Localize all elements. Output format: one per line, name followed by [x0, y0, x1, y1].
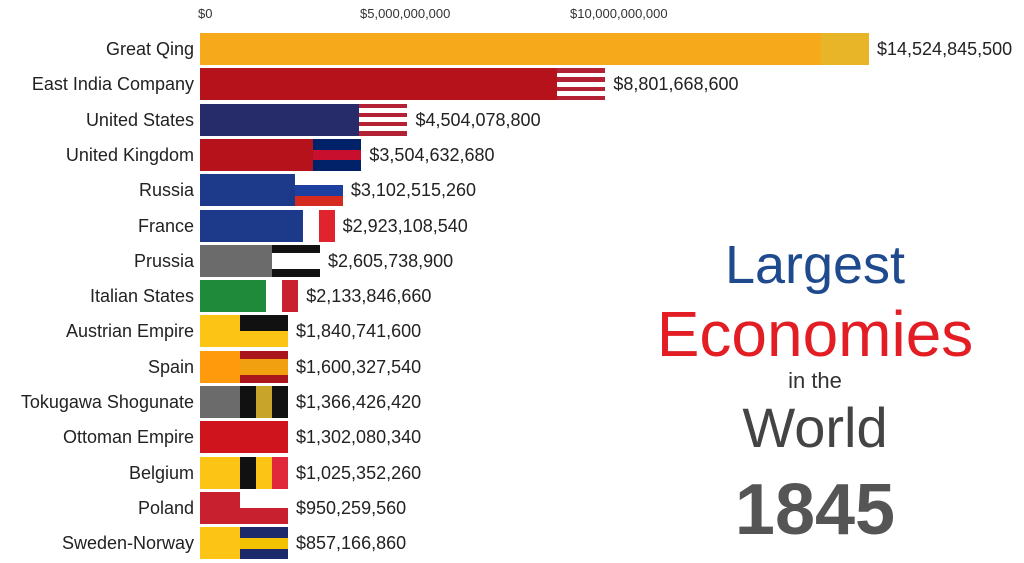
year-label: 1845 — [734, 470, 896, 550]
title-world: World — [742, 396, 888, 459]
value-label: $1,366,426,420 — [296, 392, 422, 412]
bar-label: Ottoman Empire — [62, 427, 194, 448]
bar — [200, 456, 288, 489]
bar-label: France — [137, 215, 194, 236]
flag-icon — [313, 138, 362, 171]
flag-icon — [240, 491, 288, 524]
flag-icon — [240, 421, 288, 454]
bar — [200, 527, 288, 560]
flag-icon — [359, 103, 408, 136]
value-label: $1,302,080,340 — [296, 427, 422, 448]
bar-label: Belgium — [128, 462, 194, 483]
flag-icon — [240, 456, 288, 489]
bar — [200, 280, 299, 313]
bar — [200, 421, 288, 454]
bar-label: United Kingdom — [65, 144, 194, 165]
x-tick-label: $5,000,000,000 — [360, 6, 451, 21]
flag-icon — [272, 244, 321, 277]
value-label: $2,133,846,660 — [306, 286, 432, 307]
value-label: $3,504,632,680 — [369, 144, 495, 165]
x-tick-label: $10,000,000,000 — [570, 6, 668, 21]
value-label: $2,923,108,540 — [342, 215, 468, 236]
value-label: $8,801,668,600 — [613, 74, 739, 95]
value-label: $14,524,845,500 — [877, 39, 1013, 59]
flag-icon — [286, 209, 335, 242]
value-label: $4,504,078,800 — [415, 109, 541, 130]
value-label: $1,600,327,540 — [296, 356, 422, 377]
value-label: $3,102,515,260 — [350, 180, 477, 201]
flag-icon — [240, 527, 288, 560]
bar-label: United States — [85, 109, 194, 130]
flag-icon — [240, 350, 288, 383]
bar — [200, 138, 362, 171]
flag-icon — [821, 33, 869, 65]
bar-label: Prussia — [133, 250, 194, 271]
bar-label: East India Company — [31, 74, 194, 95]
bar-label: Austrian Empire — [65, 321, 194, 342]
bar — [200, 244, 321, 277]
bar — [200, 33, 869, 65]
flag-icon — [240, 315, 288, 348]
bar — [200, 103, 408, 136]
bar — [200, 491, 288, 524]
bar-label: Russia — [138, 180, 194, 201]
bar-label: Spain — [147, 356, 194, 377]
value-label: $2,605,738,900 — [328, 250, 454, 271]
value-label: $1,840,741,600 — [296, 321, 422, 342]
bar — [200, 68, 606, 101]
title-economies: Economies — [656, 298, 974, 370]
flag-icon — [557, 68, 606, 101]
title-largest: Largest — [724, 235, 906, 295]
value-label: $950,259,560 — [296, 497, 407, 518]
bar-label: Italian States — [89, 286, 194, 307]
title-in-the: in the — [788, 368, 842, 393]
bar — [200, 209, 335, 242]
value-label: $857,166,860 — [296, 533, 407, 554]
bar — [200, 350, 288, 383]
bar-label: Great Qing — [105, 39, 194, 59]
flag-icon — [250, 280, 299, 313]
flag-icon — [240, 386, 288, 418]
bar — [200, 174, 343, 207]
bar — [200, 315, 288, 348]
bar-label: Poland — [137, 497, 194, 518]
x-tick-label: $0 — [198, 6, 213, 21]
flag-icon — [294, 174, 343, 207]
value-label: $1,025,352,260 — [296, 462, 422, 483]
bar — [200, 386, 288, 418]
bar-label: Sweden-Norway — [61, 533, 194, 554]
bar-label: Tokugawa Shogunate — [20, 392, 194, 412]
